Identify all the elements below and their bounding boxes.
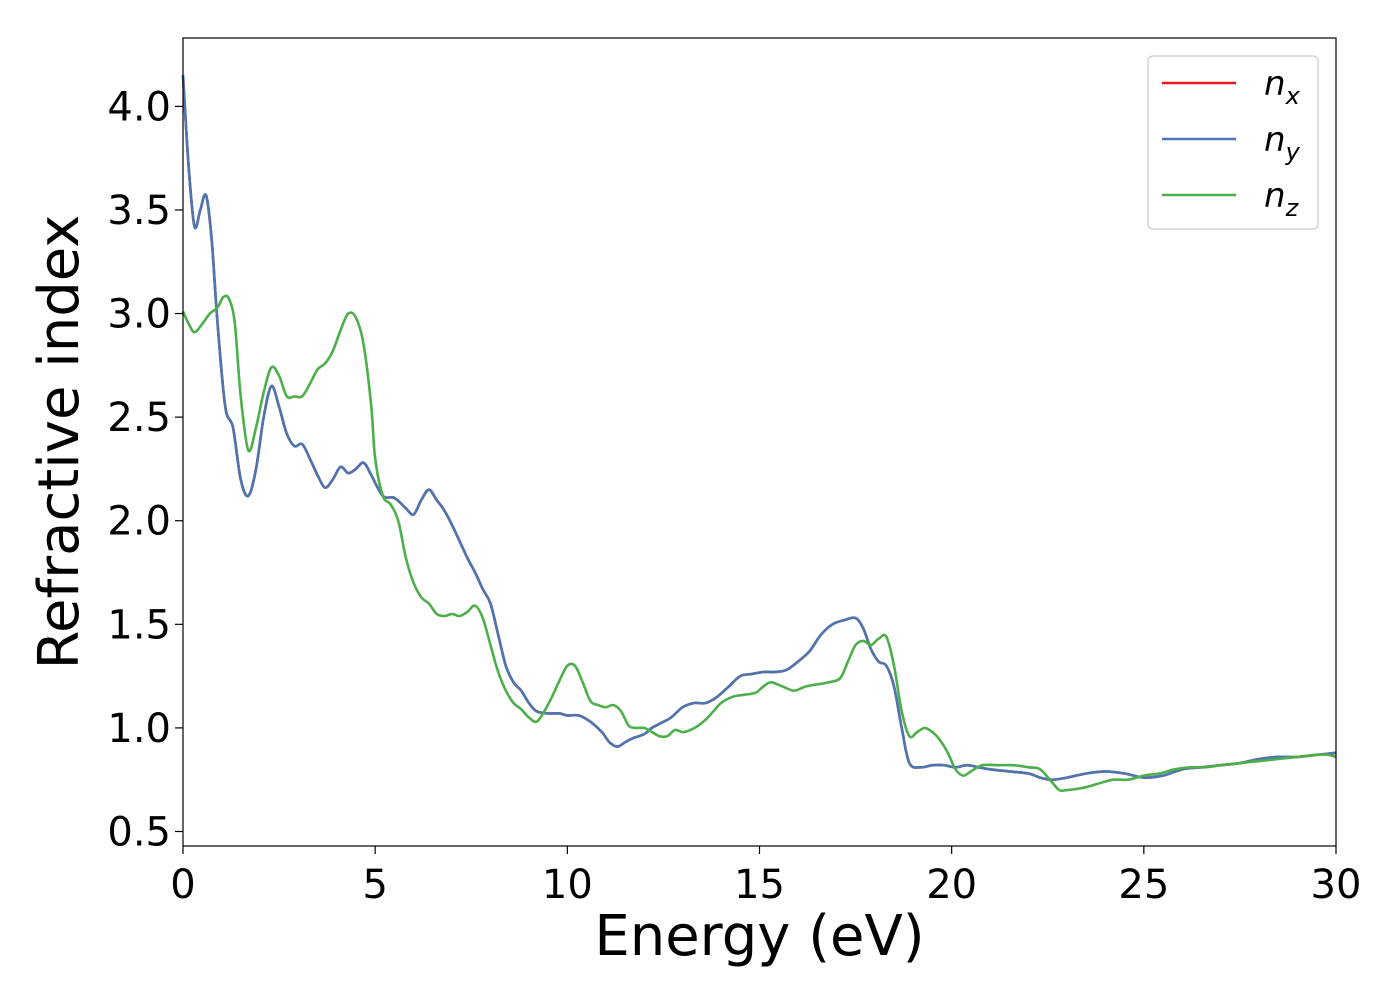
y-axis: 0.5 1.0 1.5 2.0 2.5 3.0 3.5 4.0	[107, 84, 183, 855]
legend-symbol: n	[1264, 176, 1286, 216]
x-tick-label: 20	[926, 862, 977, 908]
x-tick-label: 15	[734, 862, 785, 908]
x-tick-label: 0	[170, 862, 195, 908]
legend-label-x: nx	[1264, 64, 1301, 110]
legend-box	[1147, 55, 1319, 230]
series-line-ny	[181, 75, 1337, 781]
series-line-nz	[181, 294, 1337, 793]
x-tick-label: 30	[1311, 862, 1362, 908]
y-tick-label: 1.0	[107, 706, 171, 752]
x-axis-title: Energy (eV)	[594, 904, 924, 969]
series-layer	[181, 75, 1337, 793]
legend-subscript: z	[1285, 194, 1300, 222]
y-tick-label: 2.0	[107, 499, 171, 545]
legend-symbol: n	[1264, 64, 1286, 104]
x-tick-label: 5	[362, 862, 387, 908]
y-tick-label: 2.5	[107, 395, 171, 441]
legend-subscript: y	[1285, 138, 1301, 166]
legend-symbol: n	[1264, 120, 1286, 160]
x-tick-label: 25	[1118, 862, 1169, 908]
legend-subscript: x	[1285, 82, 1301, 110]
y-tick-label: 4.0	[107, 84, 171, 130]
y-axis-title: Refractive index	[27, 215, 92, 670]
y-tick-label: 1.5	[107, 602, 171, 648]
y-tick-label: 3.5	[107, 188, 171, 234]
x-tick-label: 10	[542, 862, 593, 908]
y-tick-label: 0.5	[107, 809, 171, 855]
x-axis: 0 5 10 15 20 25 30	[170, 846, 1361, 908]
y-tick-label: 3.0	[107, 292, 171, 338]
legend-label-z: nz	[1264, 176, 1300, 222]
legend-label-y: ny	[1264, 120, 1301, 166]
